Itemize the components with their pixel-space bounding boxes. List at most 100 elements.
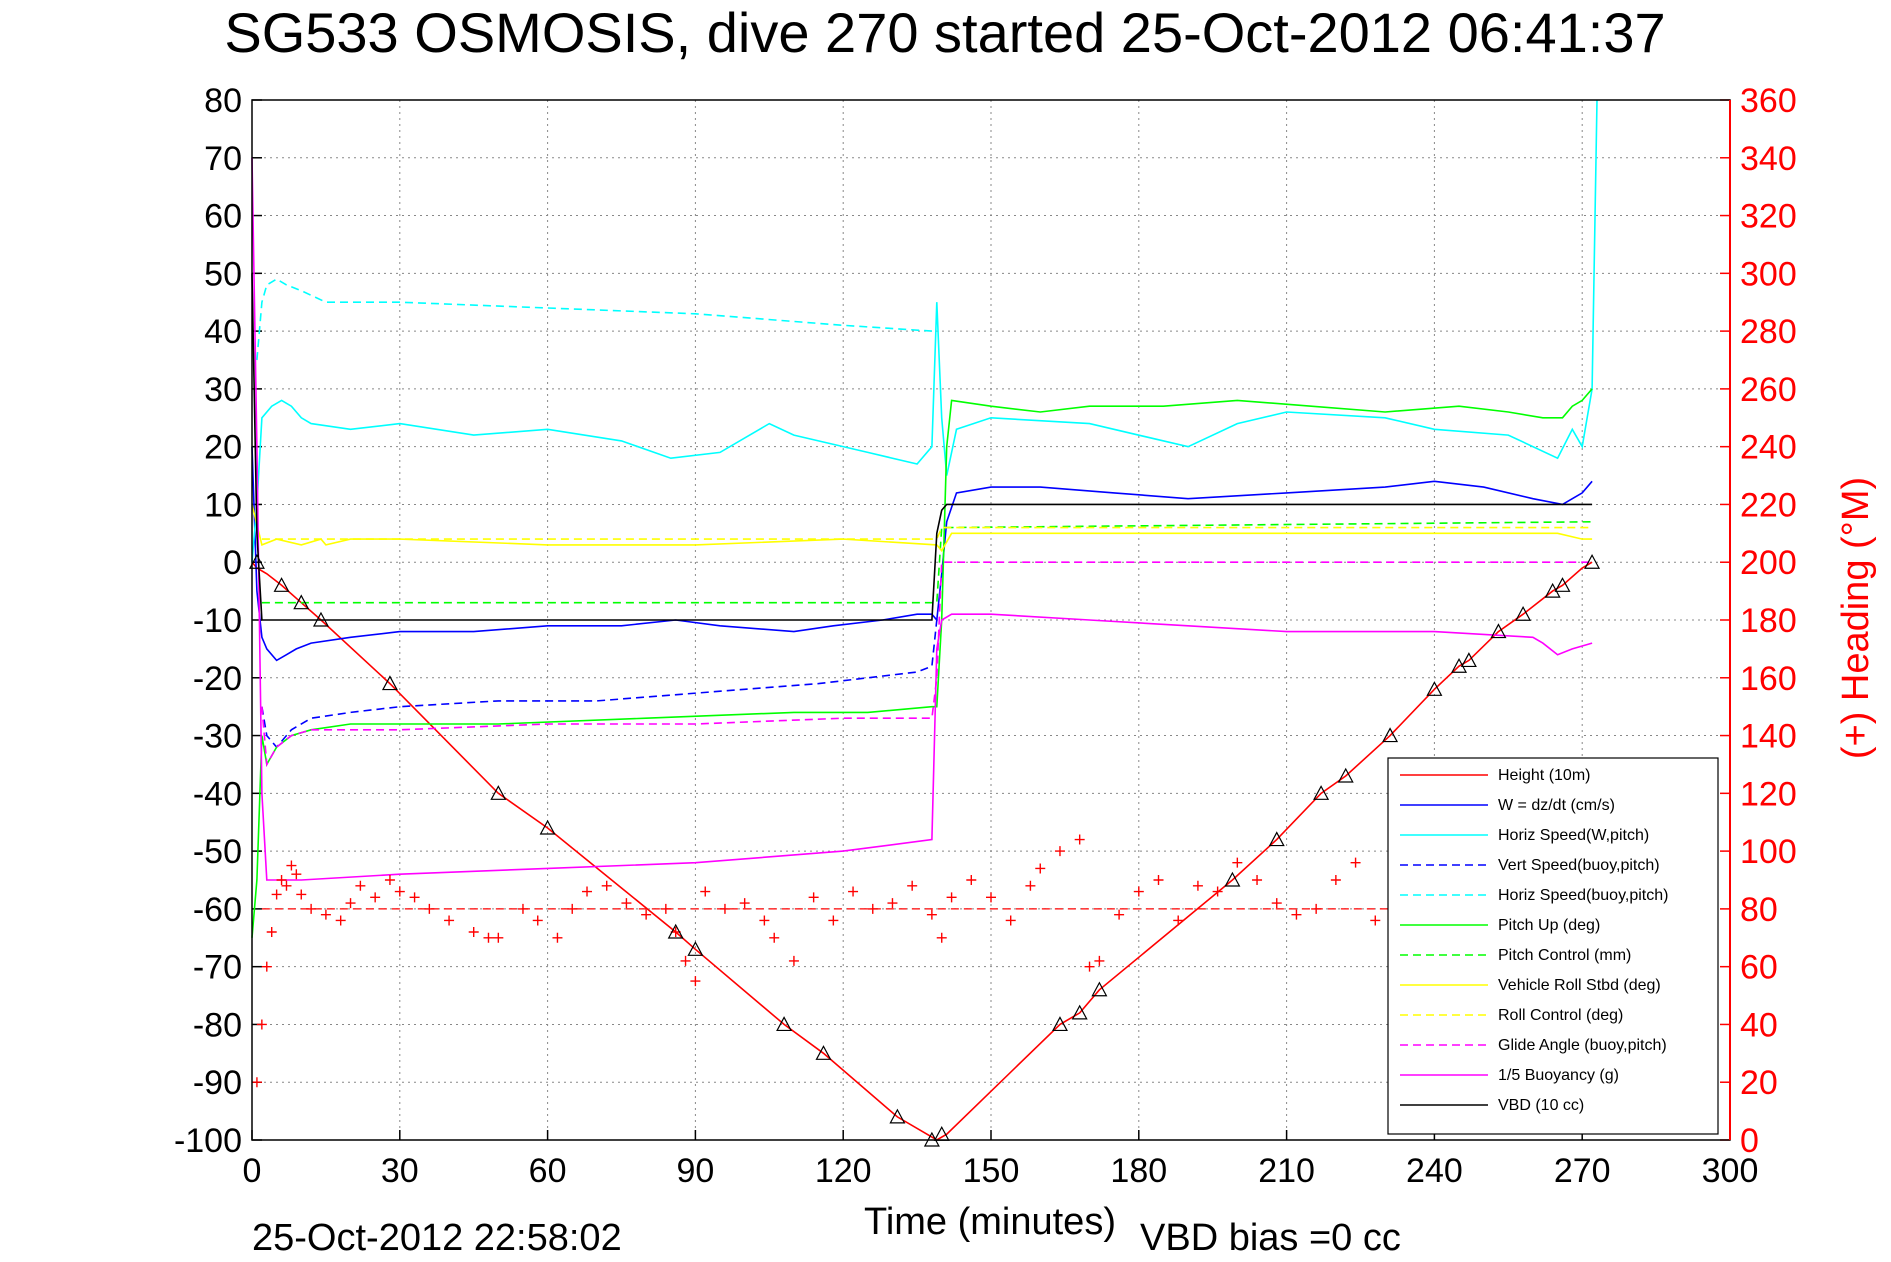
y2-tick-label: 360	[1740, 82, 1797, 120]
heading-point	[660, 903, 671, 914]
heading-point	[808, 892, 819, 903]
heading-point	[286, 860, 297, 871]
heading-point	[306, 903, 317, 914]
heading-point	[345, 898, 356, 909]
heading-point	[335, 915, 346, 926]
series-horiz-speed-w-pitch	[251, 99, 1598, 563]
depth-marker	[1337, 767, 1354, 783]
depth-marker	[312, 611, 329, 627]
y-tick-label: 40	[204, 313, 242, 351]
depth-marker	[1490, 623, 1507, 639]
vbd-bias-label: VBD bias =0 cc	[1140, 1217, 1401, 1259]
y-tick-label: -50	[193, 833, 242, 871]
heading-point	[1252, 875, 1263, 885]
y2-tick-label: 260	[1740, 371, 1797, 409]
y-tick-label: -80	[193, 1006, 242, 1044]
y-tick-label: -70	[193, 949, 242, 987]
heading-point	[1311, 903, 1322, 914]
y-tick-label: 80	[204, 82, 242, 120]
depth-marker	[1071, 1004, 1088, 1020]
depth-marker	[1051, 1016, 1068, 1032]
depth-marker	[381, 675, 398, 691]
heading-point	[276, 875, 287, 885]
x-tick-label: 180	[1110, 1152, 1167, 1190]
depth-marker	[667, 923, 684, 939]
heading-point	[1074, 834, 1085, 845]
heading-point	[1271, 898, 1282, 909]
heading-point	[468, 927, 479, 937]
depth-marker	[815, 1045, 832, 1060]
x-tick-label: 60	[529, 1152, 567, 1190]
y2-tick-label: 100	[1740, 833, 1797, 871]
y2-tick-label: 40	[1740, 1006, 1778, 1044]
legend-label: 1/5 Buoyancy (g)	[1498, 1067, 1619, 1084]
heading-point	[936, 932, 947, 943]
y2-tick-label: 140	[1740, 718, 1797, 756]
heading-point	[641, 909, 652, 920]
depth-marker	[687, 941, 704, 956]
legend-label: VBD (10 cc)	[1498, 1097, 1584, 1114]
x-tick-label: 300	[1702, 1152, 1759, 1190]
y-tick-label: 20	[204, 429, 242, 467]
depth-marker	[1515, 605, 1532, 621]
y2-tick-label: 240	[1740, 429, 1797, 467]
y-tick-label: 10	[204, 486, 242, 524]
legend-label: Height (10m)	[1498, 767, 1590, 784]
x-axis-ticks: 0 30 60 90 120 150 180 210 240 270 300	[243, 1130, 1759, 1190]
series-vehicle-roll-stbd-deg	[251, 504, 1593, 553]
heading-point	[926, 909, 937, 920]
x-tick-label: 270	[1554, 1152, 1611, 1190]
depth-marker	[1460, 652, 1477, 668]
y2-tick-label: 220	[1740, 486, 1797, 524]
heading-point	[1173, 915, 1184, 926]
heading-point	[1005, 915, 1016, 926]
series-lines	[251, 99, 1598, 1141]
heading-point	[1025, 880, 1036, 891]
heading-point	[1054, 846, 1065, 857]
heading-point	[1133, 886, 1144, 897]
y-tick-label: -20	[193, 660, 242, 698]
depth-marker	[490, 785, 507, 800]
heading-point	[394, 886, 405, 897]
heading-point	[517, 903, 528, 914]
depth-marker	[889, 1108, 906, 1124]
y2-tick-label: 20	[1740, 1064, 1778, 1102]
y2-tick-label: 0	[1740, 1122, 1759, 1160]
x-tick-label: 30	[381, 1152, 419, 1190]
depth-marker	[1426, 681, 1443, 696]
x-tick-label: 240	[1406, 1152, 1463, 1190]
legend-label: Horiz Speed(W,pitch)	[1498, 827, 1649, 844]
x-tick-label: 90	[676, 1152, 714, 1190]
series-height-10m	[251, 561, 1593, 1141]
heading-point	[1330, 875, 1341, 885]
heading-point	[493, 932, 504, 943]
heading-point	[848, 886, 859, 897]
legend-label: Roll Control (deg)	[1498, 1007, 1623, 1024]
y-axis-ticks: 80 70 60 50 40 30 20 10 0 -10 -20 -30 -40 -50 -60 -70 -8…	[174, 82, 262, 1160]
heading-point	[769, 932, 780, 943]
legend-label: Horiz Speed(buoy,pitch)	[1498, 887, 1668, 904]
legend-label: Pitch Control (mm)	[1498, 947, 1631, 964]
y2-tick-label: 180	[1740, 602, 1797, 640]
heading-point	[887, 898, 898, 909]
depth-marker	[1382, 727, 1399, 743]
heading-point	[370, 892, 381, 903]
legend-label: Vert Speed(buoy,pitch)	[1498, 857, 1660, 874]
heading-point	[1114, 909, 1125, 920]
depth-marker	[1268, 831, 1285, 847]
series-horiz-speed-buoy-pitch	[256, 278, 932, 361]
heading-point	[355, 880, 366, 891]
y2-tick-label: 300	[1740, 255, 1797, 293]
heading-point	[256, 1019, 267, 1030]
series-w-dz-dt-cm-s	[251, 446, 1593, 662]
series-1-5-buoyancy-g	[251, 157, 1593, 881]
legend-label: Glide Angle (buoy,pitch)	[1498, 1037, 1667, 1054]
heading-point	[424, 903, 435, 914]
heading-point	[719, 903, 730, 914]
heading-point	[1370, 915, 1381, 926]
depth-marker	[248, 553, 265, 569]
heading-point	[907, 880, 918, 891]
y2-tick-label: 120	[1740, 775, 1797, 813]
heading-point	[552, 932, 563, 943]
